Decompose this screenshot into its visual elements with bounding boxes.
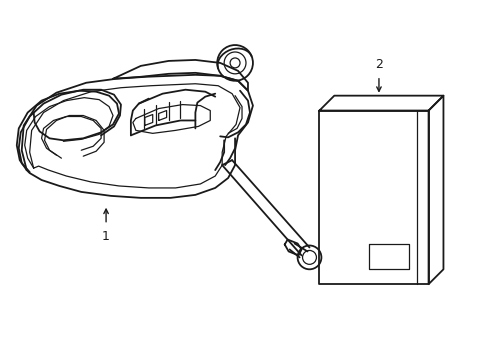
Text: 1: 1 [102,230,110,243]
Text: 2: 2 [374,58,382,71]
